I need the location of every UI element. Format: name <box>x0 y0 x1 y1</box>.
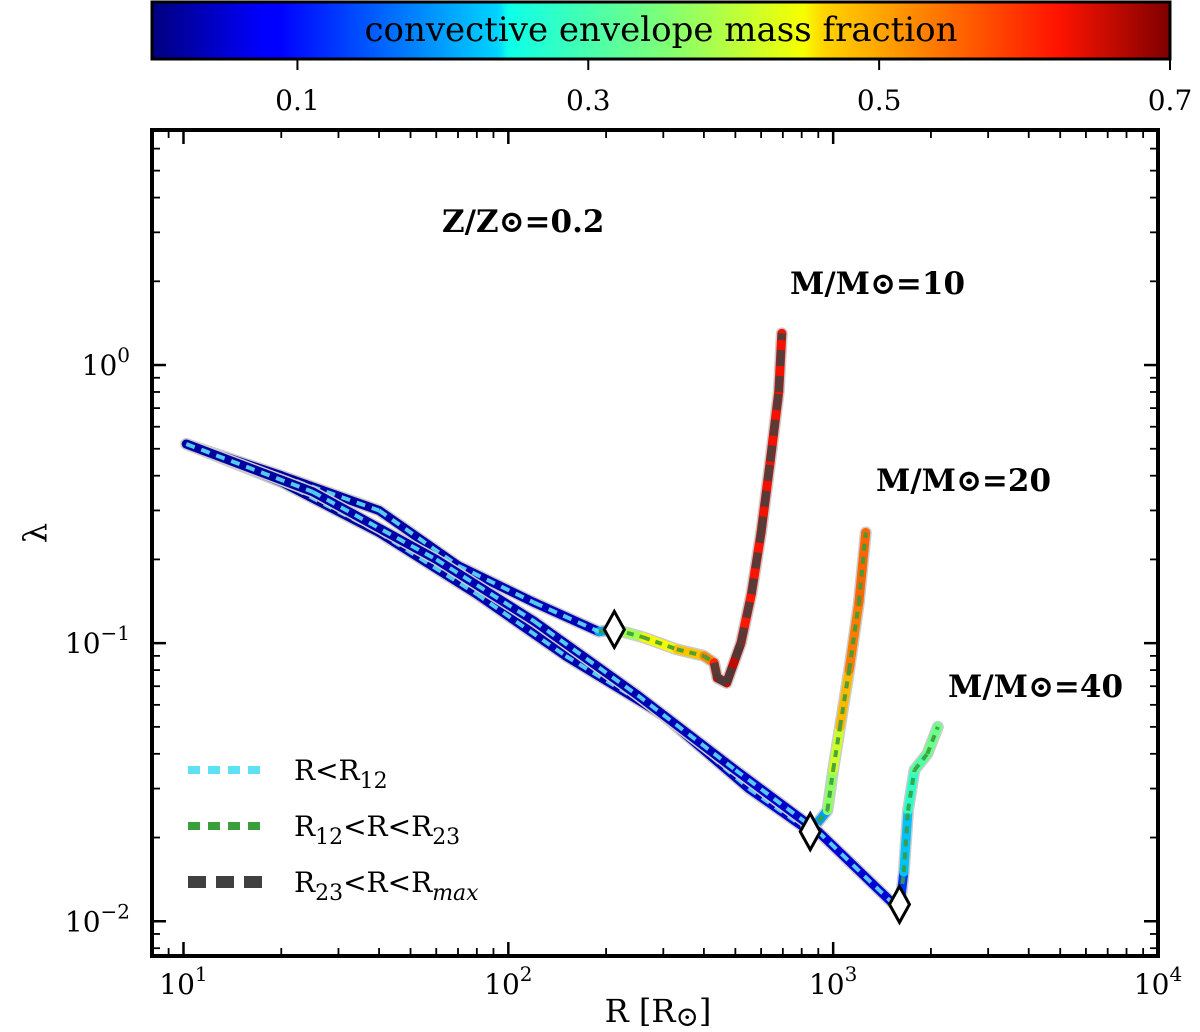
mass-label-10: M/M⊙=10 <box>790 266 965 302</box>
track-regime-dash <box>311 490 438 562</box>
tracks <box>180 327 944 916</box>
track-regime-dash <box>532 619 639 697</box>
track-regime-dash <box>825 769 836 811</box>
track-regime-dash <box>710 661 722 679</box>
y-axis-title: λ <box>16 523 54 543</box>
track-regime-dash <box>912 752 929 772</box>
track-regime-dash <box>816 830 901 912</box>
metallicity-label: Z/Z⊙=0.2 <box>442 204 604 240</box>
y-tick-label-0: 10−2 <box>65 899 130 938</box>
x-tick-label-1: 102 <box>484 962 532 1001</box>
colorbar-tick-label-3: 0.7 <box>1148 84 1193 117</box>
colorbar-tick-label-0: 0.1 <box>275 84 320 117</box>
track-regime-dash <box>435 557 536 623</box>
colorbar: convective envelope mass fraction 0.1 0.3… <box>150 0 1192 117</box>
track-regime-dash <box>838 669 852 728</box>
track-regime-dash <box>906 769 917 811</box>
track-regime-dash <box>702 654 716 665</box>
track-regime-dash <box>457 563 535 605</box>
track-regime-dash <box>774 333 786 393</box>
track-segment <box>828 722 845 775</box>
x-tick-label-2: 103 <box>809 962 857 1001</box>
track-regime-dash <box>185 442 314 494</box>
track-regime-dash <box>847 602 861 671</box>
legend-label-1: R12<R<R23 <box>294 810 460 850</box>
colorbar-label: convective envelope mass fraction <box>364 10 957 50</box>
track-regime-dash <box>636 693 737 772</box>
plot-frame <box>150 128 1160 958</box>
track-regime-dash <box>766 391 783 462</box>
phase-markers <box>602 608 912 926</box>
track-regime-dash <box>757 460 775 533</box>
track-regime-dash <box>736 593 756 644</box>
track-regime-dash <box>676 647 705 658</box>
phase-marker-diamond-2 <box>887 883 912 926</box>
track-regime-dash <box>722 641 745 685</box>
track-regime-dash <box>642 635 678 652</box>
legend-label-2: R23<R<Rmax <box>294 866 479 906</box>
x-axis-title: R [R⊙] <box>605 992 712 1032</box>
y-tick-label-1: 10−1 <box>65 621 130 660</box>
track-regime-dash <box>533 600 600 634</box>
legend: R<R12 R12<R<R23 R23<R<Rmax <box>188 754 479 906</box>
track-regime-dash <box>747 531 766 595</box>
x-tick-label-3: 104 <box>1134 962 1182 1001</box>
track-regime-dash <box>901 810 911 873</box>
mass-label-20: M/M⊙=20 <box>876 463 1051 499</box>
track-regime-dash <box>856 532 868 603</box>
track-regime-dash <box>475 592 567 658</box>
colorbar-ticks: 0.1 0.3 0.5 0.7 <box>275 59 1192 117</box>
track-regime-dash <box>564 654 665 718</box>
colorbar-gradient <box>150 0 1172 61</box>
track-regime-dash <box>377 508 460 568</box>
track-10-msun <box>180 327 788 689</box>
plot-area: 101 102 103 104 10−2 10−1 100 <box>65 128 1182 1001</box>
mass-label-40: M/M⊙=40 <box>948 669 1123 705</box>
colorbar-tick-label-2: 0.5 <box>857 84 902 117</box>
legend-label-0: R<R12 <box>294 754 388 794</box>
track-regime-dash <box>925 726 940 755</box>
colorbar-tick-label-1: 0.3 <box>566 84 611 117</box>
x-axis-ticks: 101 102 103 104 <box>151 130 1182 1001</box>
phase-marker-diamond-0 <box>602 608 627 651</box>
track-underlay <box>180 327 788 689</box>
x-tick-label-0: 101 <box>159 962 207 1001</box>
phase-marker-diamond-1 <box>798 810 822 853</box>
y-tick-label-2: 100 <box>82 343 130 382</box>
y-axis-ticks: 10−2 10−1 100 <box>65 129 1158 950</box>
